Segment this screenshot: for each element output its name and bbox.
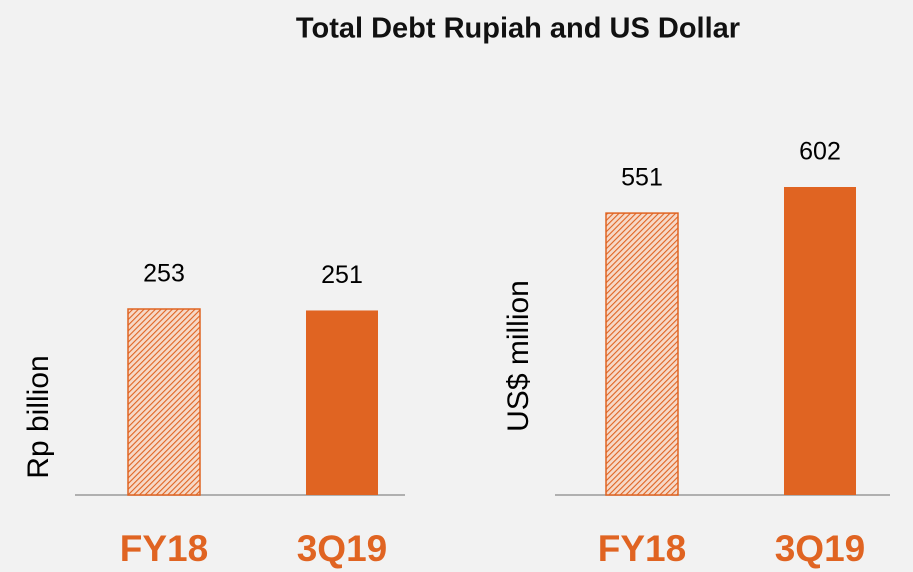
bar	[605, 212, 679, 496]
x-tick-label: FY18	[120, 528, 208, 569]
value-label: 551	[621, 164, 663, 192]
value-label: 253	[143, 260, 185, 288]
bar	[306, 310, 378, 495]
x-tick-label: 3Q19	[297, 528, 388, 569]
y-axis-label: US$ million	[502, 280, 535, 432]
bar	[784, 187, 856, 495]
x-tick-label: FY18	[598, 528, 686, 569]
x-tick-label: 3Q19	[775, 528, 866, 569]
chart-title: Total Debt Rupiah and US Dollar	[296, 13, 740, 45]
bar	[127, 308, 201, 496]
y-axis-label: Rp billion	[22, 355, 55, 478]
value-label: 602	[799, 138, 841, 166]
value-label: 251	[321, 261, 363, 289]
